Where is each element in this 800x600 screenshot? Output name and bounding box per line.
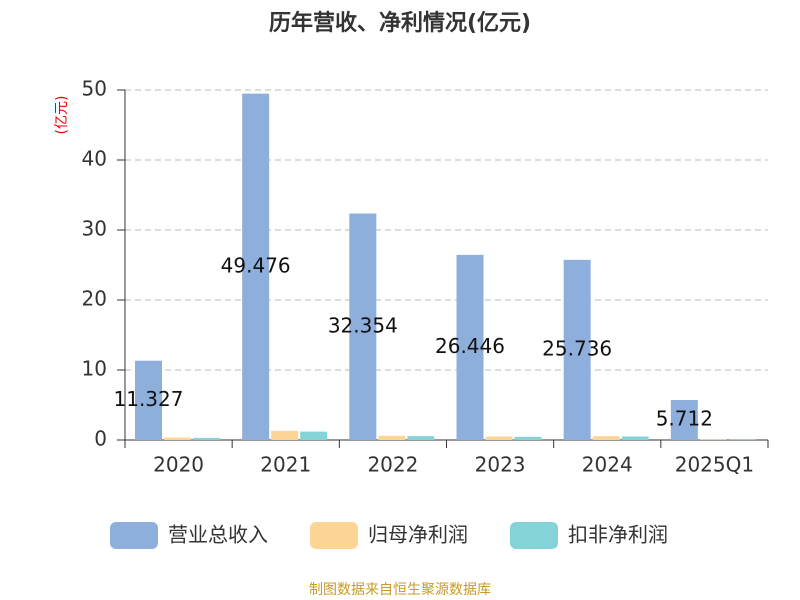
bar (349, 213, 377, 440)
bar (193, 437, 220, 440)
bar (407, 436, 435, 440)
y-tick-label: 30 (82, 217, 107, 241)
y-tick-label: 40 (82, 147, 107, 171)
x-tick-label: 2020 (153, 453, 204, 477)
legend-swatch (110, 522, 158, 549)
y-tick-label: 20 (82, 287, 107, 311)
data-label: 5.712 (656, 407, 713, 431)
data-label: 25.736 (542, 336, 612, 360)
chart-title: 历年营收、净利情况(亿元) (269, 10, 531, 36)
bar (378, 435, 406, 440)
legend-label: 营业总收入 (168, 523, 268, 547)
bar (164, 437, 191, 440)
bar (563, 259, 591, 440)
x-tick-label: 2023 (475, 453, 526, 477)
data-label: 26.446 (435, 334, 505, 358)
legend-label: 扣非净利润 (568, 523, 668, 547)
y-tick-label: 0 (94, 427, 107, 451)
x-tick-label: 2022 (367, 453, 418, 477)
bar (456, 254, 484, 440)
x-tick-label: 2025Q1 (675, 453, 754, 477)
x-tick-label: 2021 (260, 453, 311, 477)
bar (271, 430, 299, 440)
data-label: 32.354 (328, 313, 398, 337)
data-label: 11.327 (114, 387, 184, 411)
y-tick-label: 50 (82, 77, 107, 101)
x-tick-label: 2024 (582, 453, 633, 477)
bar (670, 400, 698, 440)
data-label: 49.476 (221, 253, 291, 277)
legend-swatch (310, 522, 358, 549)
bar (621, 436, 649, 440)
bar (592, 436, 620, 440)
source-note: 制图数据来自恒生聚源数据库 (309, 582, 491, 598)
bar (485, 436, 513, 440)
bar (300, 431, 328, 440)
bar (514, 436, 542, 440)
bar (135, 360, 162, 440)
legend-label: 归母净利润 (368, 523, 468, 547)
legend-swatch (510, 522, 558, 549)
y-tick-label: 10 (82, 357, 107, 381)
bar (242, 93, 270, 440)
y-axis-label: (亿元) (54, 96, 70, 135)
